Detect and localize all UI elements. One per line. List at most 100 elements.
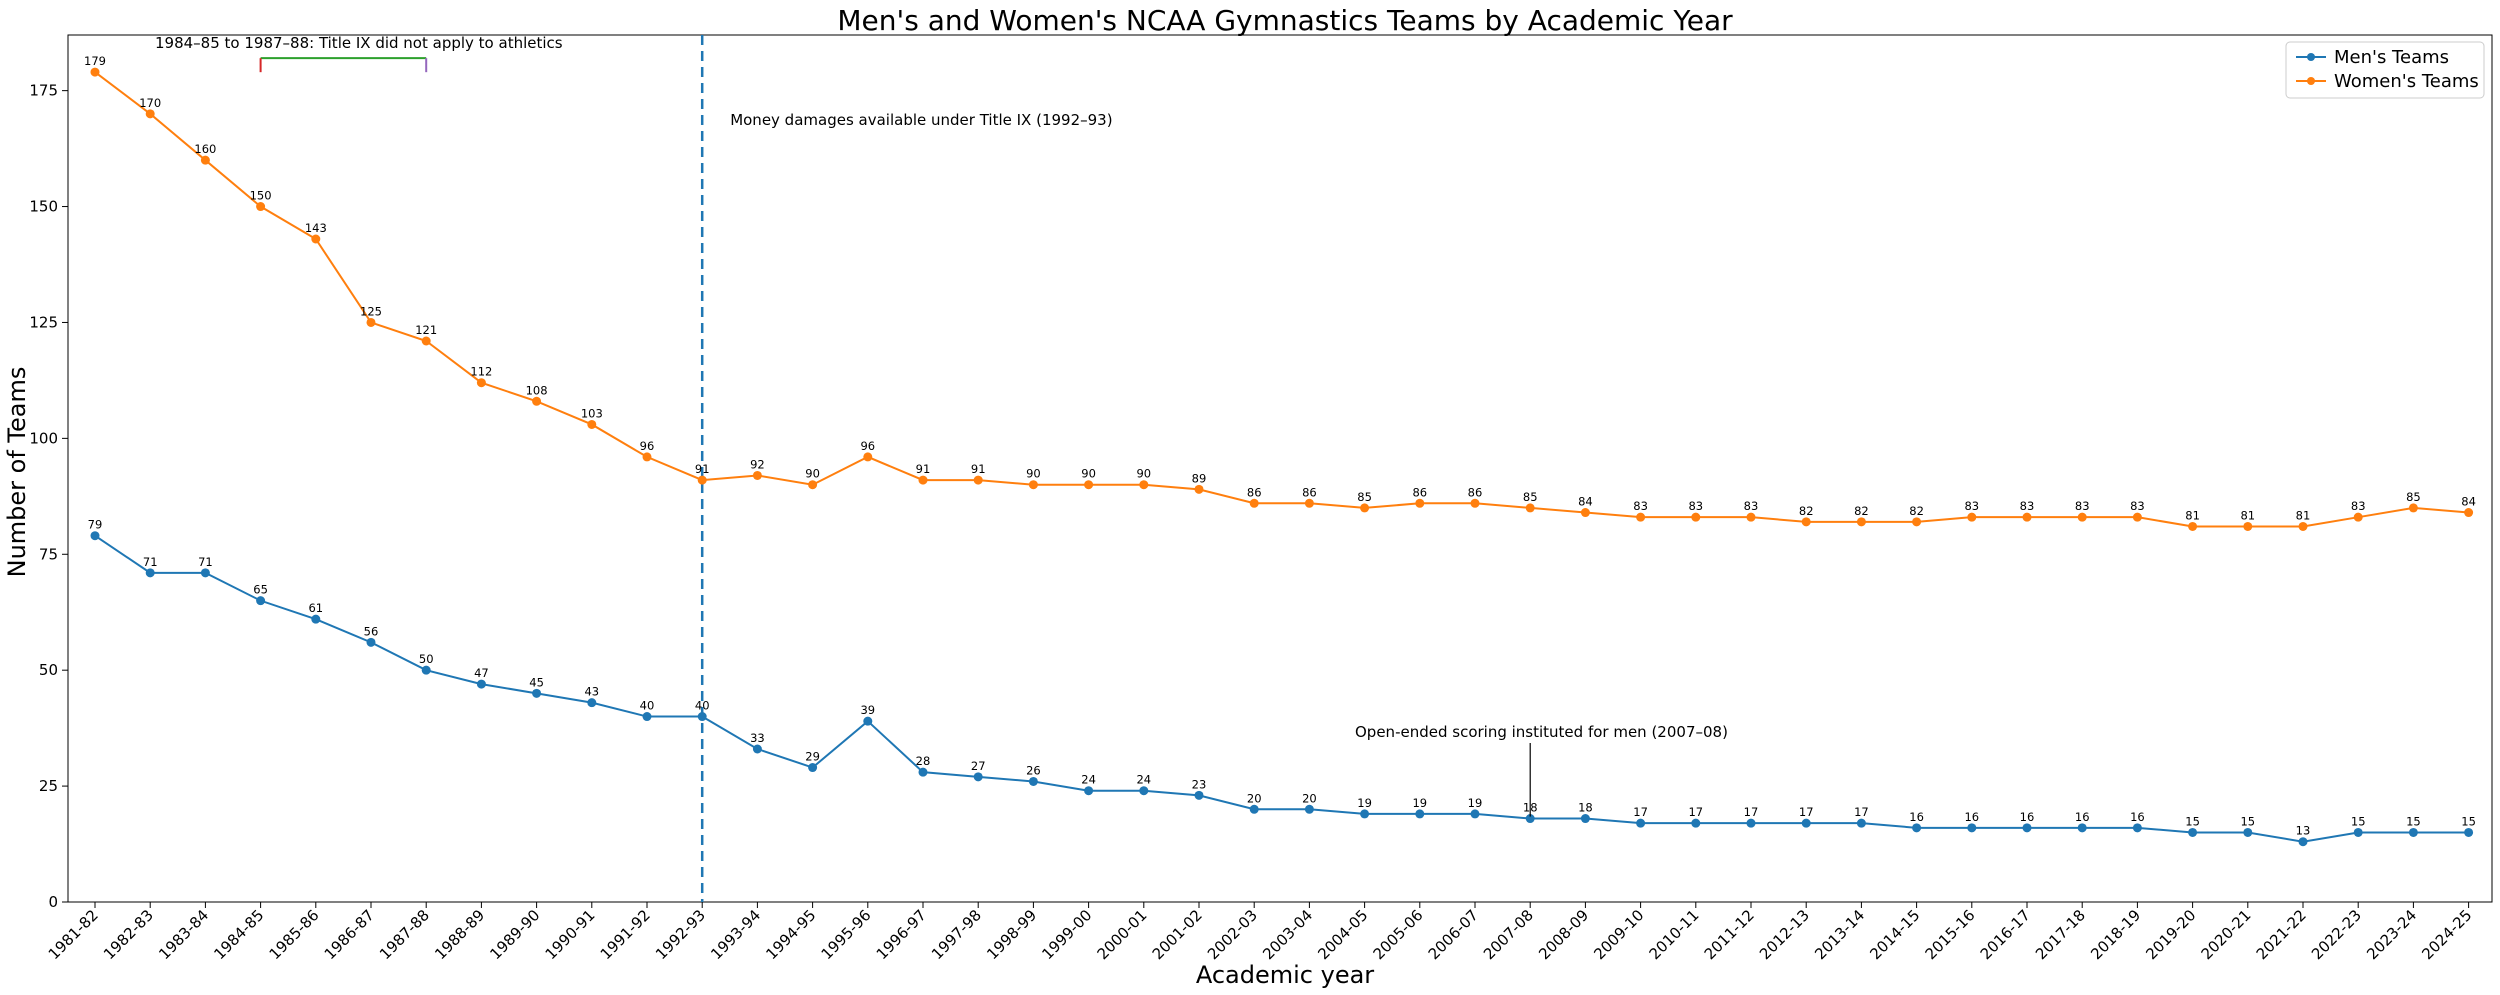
x-tick-label: 2011-12	[1701, 906, 1758, 963]
data-label-men: 16	[1964, 810, 1979, 824]
x-tick-label: 1991-92	[597, 906, 654, 963]
axes-frame	[67, 34, 2493, 903]
data-label-men: 17	[1744, 805, 1759, 819]
data-label-women: 160	[194, 142, 216, 156]
data-point-men	[90, 531, 100, 541]
data-label-men: 43	[584, 685, 599, 699]
x-tick-label: 1990-91	[542, 906, 599, 963]
data-point-women	[2022, 512, 2032, 522]
x-tick-label: 2016-17	[1977, 906, 2034, 963]
data-point-men	[2132, 823, 2142, 833]
data-label-women: 83	[2075, 499, 2090, 513]
data-point-women	[476, 378, 486, 388]
data-label-men: 24	[1136, 773, 1151, 787]
data-point-women	[2243, 521, 2253, 531]
data-point-men	[1912, 823, 1922, 833]
data-point-men	[587, 698, 597, 708]
data-point-women	[90, 67, 100, 77]
data-point-men	[200, 568, 210, 578]
data-point-men	[145, 568, 155, 578]
data-point-men	[2022, 823, 2032, 833]
data-label-women: 83	[1688, 499, 1703, 513]
x-tick-label: 1996-97	[873, 906, 930, 963]
data-label-men: 24	[1081, 773, 1096, 787]
x-tick-label: 2014-15	[1866, 906, 1923, 963]
x-tick-label: 2013-14	[1811, 906, 1868, 963]
legend-marker-women	[2307, 77, 2315, 85]
x-tick-label: 1985-86	[266, 906, 323, 963]
data-label-women: 121	[415, 323, 437, 337]
data-point-men	[1691, 818, 1701, 828]
data-label-women: 83	[1744, 499, 1759, 513]
data-label-women: 143	[305, 221, 327, 235]
y-tick-label: 100	[29, 429, 58, 447]
data-label-women: 83	[2130, 499, 2145, 513]
x-tick-label: 2007-08	[1480, 906, 1537, 963]
data-point-men	[256, 596, 266, 606]
data-label-women: 84	[2461, 495, 2476, 509]
data-label-men: 17	[1688, 805, 1703, 819]
x-tick-label: 2012-13	[1756, 906, 1813, 963]
data-point-men	[973, 772, 983, 782]
x-tick-label: 1992-93	[652, 906, 709, 963]
x-tick-label: 1989-90	[486, 906, 543, 963]
data-label-women: 83	[1964, 499, 1979, 513]
x-tick-label: 2009-10	[1590, 906, 1647, 963]
data-label-women: 81	[2240, 508, 2255, 522]
y-tick-label: 75	[39, 545, 58, 563]
data-label-men: 16	[2130, 810, 2145, 824]
data-point-women	[752, 470, 762, 480]
data-point-women	[200, 155, 210, 165]
data-label-men: 71	[143, 555, 158, 569]
data-point-men	[1415, 809, 1425, 819]
data-point-women	[1525, 503, 1535, 513]
data-label-men: 16	[1909, 810, 1924, 824]
data-label-women: 89	[1192, 471, 1207, 485]
x-tick-label: 2023-24	[2363, 906, 2420, 963]
legend-label-women: Women's Teams	[2334, 71, 2479, 92]
data-point-women	[2132, 512, 2142, 522]
data-label-men: 39	[860, 703, 875, 717]
legend: Men's Teams Women's Teams	[2285, 41, 2485, 99]
data-point-men	[642, 712, 652, 722]
data-point-men	[918, 767, 928, 777]
data-label-men: 26	[1026, 763, 1041, 777]
data-label-men: 17	[1799, 805, 1814, 819]
data-label-women: 96	[860, 439, 875, 453]
y-tick-label: 175	[29, 82, 58, 100]
data-point-men	[697, 712, 707, 722]
data-label-women: 81	[2296, 508, 2311, 522]
data-label-men: 15	[2240, 814, 2255, 828]
data-label-women: 90	[1136, 467, 1151, 481]
data-label-women: 82	[1854, 504, 1869, 518]
legend-label-men: Men's Teams	[2334, 47, 2449, 68]
x-tick-label: 1999-00	[1038, 906, 1095, 963]
y-tick-label: 50	[39, 661, 58, 679]
data-point-men	[2298, 837, 2308, 847]
data-point-men	[476, 679, 486, 689]
chart-title: Men's and Women's NCAA Gymnastics Teams …	[837, 4, 1733, 37]
data-point-men	[1249, 804, 1259, 814]
x-tick-label: 2024-25	[2418, 906, 2475, 963]
x-tick-label: 1993-94	[707, 906, 764, 963]
x-tick-label: 2004-05	[1314, 906, 1371, 963]
data-point-men	[1028, 776, 1038, 786]
data-label-men: 28	[916, 754, 931, 768]
data-label-men: 40	[640, 699, 655, 713]
data-label-men: 15	[2351, 814, 2366, 828]
data-point-men	[1636, 818, 1646, 828]
data-label-men: 13	[2296, 824, 2311, 838]
data-point-women	[1801, 517, 1811, 527]
x-tick-label: 2022-23	[2308, 906, 2365, 963]
x-tick-label: 1998-99	[983, 906, 1040, 963]
open-ended-annotation: Open-ended scoring instituted for men (2…	[1355, 723, 1728, 741]
data-label-men: 19	[1357, 796, 1372, 810]
legend-marker-men	[2307, 53, 2315, 61]
data-label-women: 91	[916, 462, 931, 476]
x-tick-label: 2020-21	[2198, 906, 2255, 963]
data-label-men: 56	[364, 624, 379, 638]
data-label-women: 86	[1247, 485, 1262, 499]
x-tick-label: 2018-19	[2087, 906, 2144, 963]
x-tick-label: 1982-83	[100, 906, 157, 963]
